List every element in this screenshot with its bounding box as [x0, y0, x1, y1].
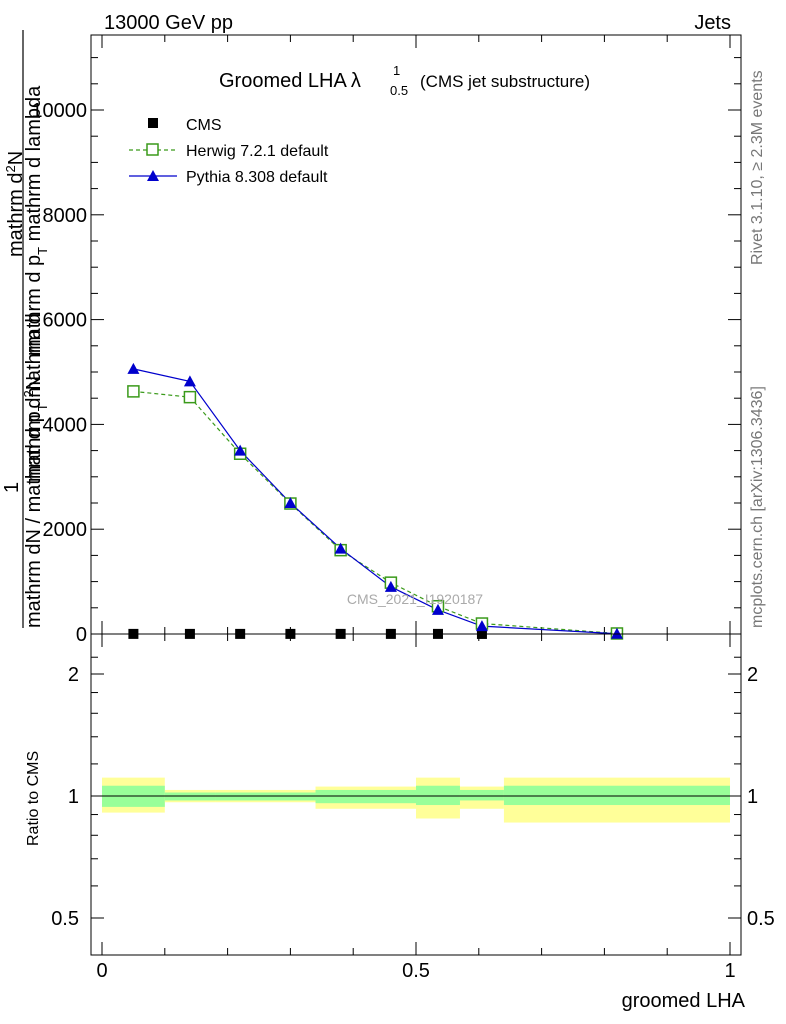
svg-text:mathrm dN / mathrm d pT mathrm: mathrm dN / mathrm d pT mathrm d: [23, 313, 50, 628]
pythia-point: [334, 542, 347, 554]
ylabel-left-den-sub: T: [35, 403, 50, 411]
ratio-y-tick-label: 0.5: [51, 908, 79, 930]
legend-pythia-marker: [147, 170, 159, 181]
ylabel-right-num: mathrm d: [5, 173, 27, 257]
legend-cms-marker: [148, 118, 158, 128]
ratio-y-tick-label: 2: [68, 664, 79, 686]
main-y-tick-label: 8000: [43, 205, 88, 227]
ratio-panel: 0.5 0.5 1 1 2 2 0 0.5 1: [51, 633, 775, 982]
ratio-y-tick-label-right: 2: [747, 664, 758, 686]
x-axis-label: groomed LHA: [622, 990, 746, 1012]
title-sub: 0.5: [390, 83, 408, 98]
legend-herwig-label: Herwig 7.2.1 default: [186, 143, 329, 160]
header-right: Jets: [694, 12, 731, 34]
ratio-ticks: 0.5 0.5 1 1 2 2 0 0.5 1: [51, 634, 775, 982]
pythia-point: [183, 375, 196, 387]
ratio-y-tick-label-right: 1: [747, 786, 758, 808]
title-lambda: λ: [351, 70, 361, 92]
rivet-label: Rivet 3.1.10, ≥ 2.3M events: [749, 70, 766, 265]
ratio-y-tick-label-right: 0.5: [747, 908, 775, 930]
svg-text:mathrm d pT mathrm d lambda: mathrm d pT mathrm d lambda: [23, 85, 50, 356]
main-y-tick-label: 10000: [31, 100, 87, 122]
legend: CMS Herwig 7.2.1 default Pythia 8.308 de…: [129, 117, 329, 186]
ylabel-left-num: mathrm d: [23, 398, 45, 482]
svg-text:mathrm d2N: mathrm d2N: [3, 151, 27, 257]
ylabel-left-num-sup: 2: [21, 390, 36, 397]
header-left: 13000 GeV pp: [104, 12, 233, 34]
legend-pythia-label: Pythia 8.308 default: [186, 169, 328, 186]
x-tick-label: 1: [724, 960, 735, 982]
ratio-y-tick-label: 1: [68, 786, 79, 808]
main-y-tick-label: 6000: [43, 310, 88, 332]
pythia-point: [127, 362, 140, 374]
plot-title: Groomed LHA λ 1 0.5 (CMS jet substructure…: [219, 63, 590, 98]
legend-herwig-marker: [146, 143, 159, 156]
pythia-point: [234, 444, 247, 456]
ratio-frame: [90, 633, 742, 956]
ratio-band-inner: [503, 785, 730, 806]
herwig-point: [183, 390, 197, 404]
watermark: CMS_2021_I1920187: [347, 591, 483, 607]
mcplots-label: mcplots.cern.ch [arXiv:1306.3436]: [749, 386, 766, 628]
ylabel-left-num-after: N: [23, 376, 45, 390]
ylabel-left-den: mathrm dN / mathrm d p: [23, 411, 45, 628]
ylabel-left-den-after: mathrm d: [23, 313, 45, 403]
ylabel-right-den-sub: T: [35, 247, 50, 255]
pythia-point: [610, 627, 623, 639]
title-note: (CMS jet substructure): [420, 72, 590, 91]
ratio-band-inner: [315, 789, 416, 804]
x-tick-label: 0.5: [402, 960, 430, 982]
pythia-point: [384, 580, 397, 592]
svg-text:mathrm d2N: mathrm d2N: [21, 376, 45, 482]
main-y-label: mathrm d2N 1 mathrm dN / mathrm d pT mat…: [1, 30, 50, 628]
ratio-y-label: Ratio to CMS: [25, 751, 42, 846]
ylabel-right-num-sup: 2: [3, 165, 18, 172]
ratio-band-inner: [459, 789, 504, 801]
main-y-ticks: 0 2000 4000 6000 8000 10000: [31, 35, 741, 646]
main-y-tick-label: 0: [76, 624, 87, 646]
ylabel-right-den-after: mathrm d lambda: [23, 85, 45, 247]
ylabel-one: 1: [1, 482, 23, 493]
ylabel-right-den: mathrm d p: [23, 255, 45, 356]
main-y-tick-label: 2000: [43, 519, 88, 541]
main-y-tick-label: 4000: [43, 414, 88, 436]
ylabel-right-num-after: N: [5, 151, 27, 165]
ratio-band-inner: [416, 785, 460, 806]
pythia-point: [431, 603, 444, 615]
herwig-point: [127, 385, 140, 398]
herwig-line: [133, 390, 618, 635]
pythia-point: [475, 620, 488, 632]
main-panel: 0 2000 4000 6000 8000 10000 CMS_2021_I1920187: [31, 34, 742, 646]
title-main: Groomed LHA: [219, 70, 347, 92]
x-tick-label: 0: [96, 960, 107, 982]
title-sup: 1: [393, 63, 400, 78]
pythia-point: [284, 497, 297, 508]
ratio-bands: [102, 777, 730, 823]
legend-cms-label: CMS: [186, 117, 222, 134]
